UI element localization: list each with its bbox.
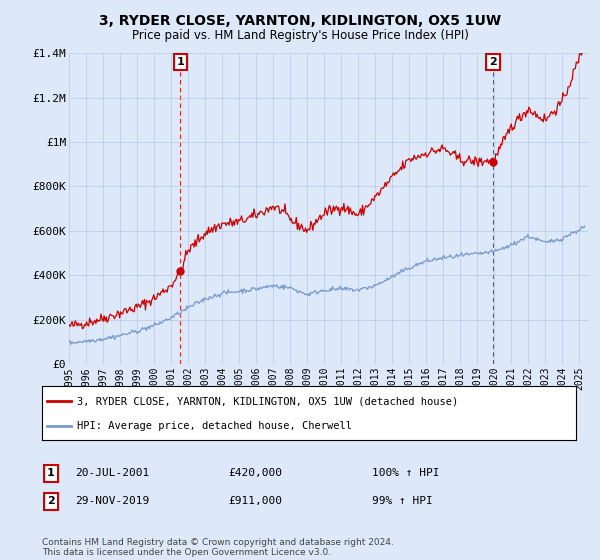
Text: 100% ↑ HPI: 100% ↑ HPI (372, 468, 439, 478)
Text: HPI: Average price, detached house, Cherwell: HPI: Average price, detached house, Cher… (77, 421, 352, 431)
Text: 99% ↑ HPI: 99% ↑ HPI (372, 496, 433, 506)
Text: Price paid vs. HM Land Registry's House Price Index (HPI): Price paid vs. HM Land Registry's House … (131, 29, 469, 42)
Text: 2: 2 (47, 496, 55, 506)
Text: 2: 2 (489, 57, 497, 67)
Text: £420,000: £420,000 (228, 468, 282, 478)
Text: 3, RYDER CLOSE, YARNTON, KIDLINGTON, OX5 1UW (detached house): 3, RYDER CLOSE, YARNTON, KIDLINGTON, OX5… (77, 396, 458, 407)
Text: 20-JUL-2001: 20-JUL-2001 (75, 468, 149, 478)
Text: 1: 1 (176, 57, 184, 67)
Text: Contains HM Land Registry data © Crown copyright and database right 2024.
This d: Contains HM Land Registry data © Crown c… (42, 538, 394, 557)
Text: 3, RYDER CLOSE, YARNTON, KIDLINGTON, OX5 1UW: 3, RYDER CLOSE, YARNTON, KIDLINGTON, OX5… (99, 14, 501, 28)
Text: £911,000: £911,000 (228, 496, 282, 506)
Text: 29-NOV-2019: 29-NOV-2019 (75, 496, 149, 506)
Text: 1: 1 (47, 468, 55, 478)
